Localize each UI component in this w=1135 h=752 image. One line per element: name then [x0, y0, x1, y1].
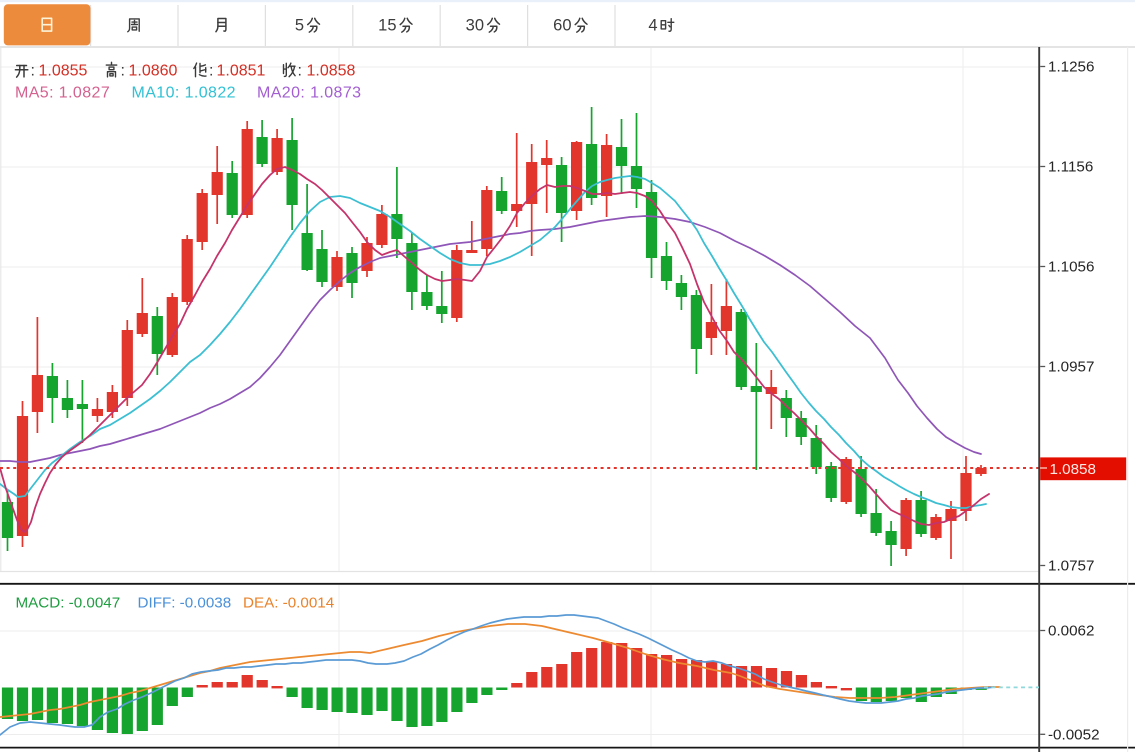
svg-text::: :	[209, 63, 213, 80]
svg-text:MA10: 1.0822: MA10: 1.0822	[132, 85, 236, 102]
svg-text:4: 4	[648, 17, 657, 35]
svg-text:1.0860: 1.0860	[129, 63, 178, 80]
svg-text:1.0851: 1.0851	[217, 63, 266, 80]
svg-text:15: 15	[378, 17, 396, 35]
svg-text:1.1256: 1.1256	[1048, 59, 1094, 76]
svg-text:MA5: 1.0827: MA5: 1.0827	[15, 85, 110, 102]
svg-text:MA20: 1.0873: MA20: 1.0873	[257, 85, 361, 102]
svg-text:MACD: -0.0047: MACD: -0.0047	[16, 595, 121, 612]
svg-text:1.1056: 1.1056	[1048, 259, 1094, 276]
svg-text:DIFF: -0.0038: DIFF: -0.0038	[138, 595, 232, 612]
svg-text:60: 60	[553, 17, 571, 35]
svg-text:1.0858: 1.0858	[307, 63, 356, 80]
svg-text::: :	[298, 63, 302, 80]
svg-text:1.0855: 1.0855	[39, 63, 88, 80]
svg-text:1.0757: 1.0757	[1048, 558, 1094, 575]
svg-text::: :	[31, 63, 35, 80]
svg-text:1.0858: 1.0858	[1050, 461, 1096, 478]
svg-text:5: 5	[295, 17, 304, 35]
svg-text::: :	[121, 63, 125, 80]
svg-text:30: 30	[466, 17, 484, 35]
svg-text:DEA: -0.0014: DEA: -0.0014	[243, 595, 334, 612]
svg-text:0.0062: 0.0062	[1048, 623, 1094, 640]
svg-text:-0.0052: -0.0052	[1048, 726, 1100, 743]
svg-text:1.1156: 1.1156	[1048, 159, 1093, 176]
svg-text:1.0957: 1.0957	[1048, 359, 1094, 376]
